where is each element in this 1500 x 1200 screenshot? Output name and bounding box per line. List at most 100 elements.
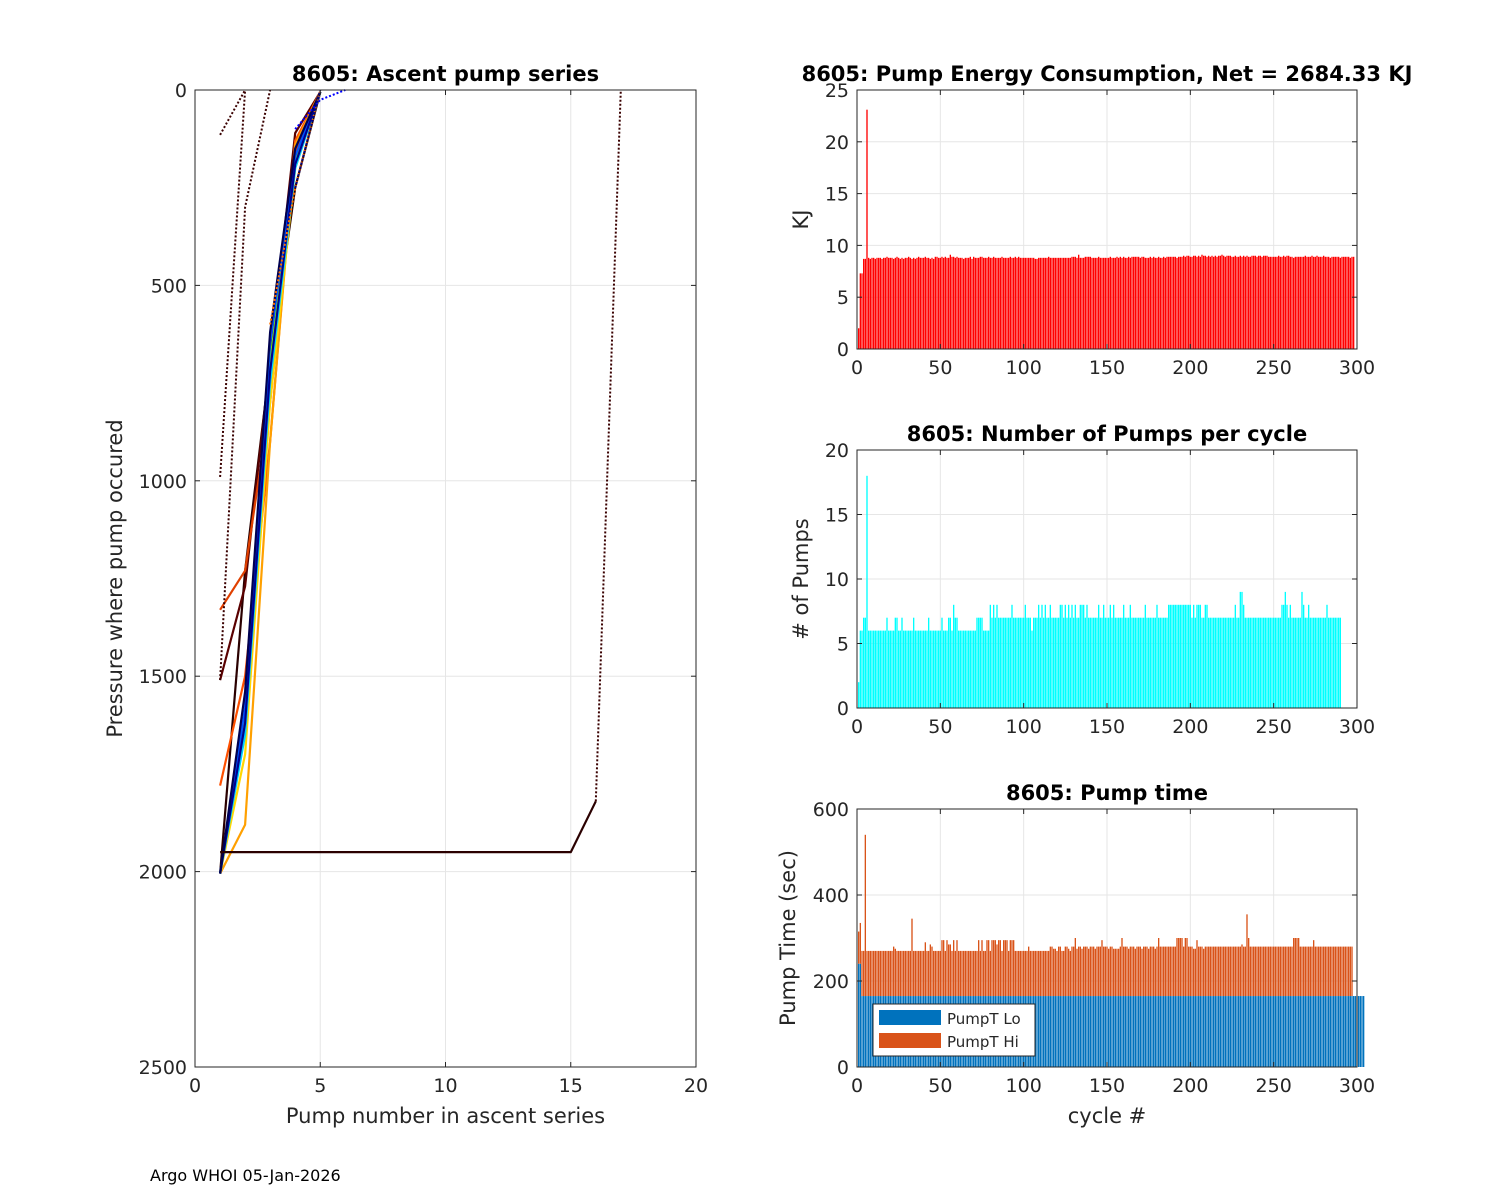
bar-hi <box>1226 946 1228 997</box>
bar <box>1114 617 1116 708</box>
bar <box>929 630 931 708</box>
bar-lo <box>1158 996 1160 1067</box>
bar-hi <box>1194 948 1196 997</box>
x-tick-label: 0 <box>851 357 863 379</box>
bar-lo <box>1076 996 1078 1067</box>
bar-hi <box>869 950 871 997</box>
bar <box>1288 255 1290 349</box>
bar-lo <box>1184 996 1186 1067</box>
x-tick-label: 50 <box>928 357 952 379</box>
bar <box>869 258 871 349</box>
bar-hi <box>979 950 981 997</box>
bar-hi <box>909 950 911 997</box>
bar-lo <box>1181 996 1183 1067</box>
bar-lo <box>1073 996 1075 1067</box>
bar <box>911 258 913 349</box>
bar-hi <box>991 940 993 997</box>
bar-lo <box>1234 996 1236 1067</box>
bar <box>1338 617 1340 708</box>
bar <box>1001 617 1003 708</box>
bar-lo <box>1296 996 1298 1067</box>
bar-hi <box>1116 948 1118 997</box>
bar <box>919 257 921 349</box>
bar <box>1049 604 1051 708</box>
bar-hi <box>1018 950 1020 997</box>
bar <box>1031 257 1033 349</box>
bar <box>944 630 946 708</box>
bar <box>1271 617 1273 708</box>
y-tick-label: 2500 <box>139 1057 187 1079</box>
bar <box>916 257 918 349</box>
bar-hi <box>1271 946 1273 997</box>
bar <box>1088 617 1090 708</box>
bar <box>1316 255 1318 349</box>
bar <box>1101 257 1103 349</box>
y-tick-label: 1500 <box>139 666 187 688</box>
bar-hi <box>1009 940 1011 997</box>
bar <box>908 256 910 349</box>
bar <box>984 257 986 349</box>
bar-hi <box>1308 946 1310 997</box>
bar <box>1333 617 1335 708</box>
bar <box>866 475 868 708</box>
bar-hi <box>921 950 923 997</box>
y-tick-label: 0 <box>837 1057 849 1079</box>
bar <box>1108 257 1110 349</box>
bar-lo <box>1054 996 1056 1067</box>
bar-hi <box>1028 946 1030 997</box>
bar-hi <box>1129 946 1131 997</box>
bar-lo <box>864 996 866 1067</box>
bar-hi <box>1196 940 1198 997</box>
x-tick-label: 100 <box>1006 716 1042 738</box>
bar-hi <box>1303 946 1305 997</box>
bar-hi <box>1151 946 1153 997</box>
bar-lo <box>1319 996 1321 1067</box>
bar <box>916 630 918 708</box>
bar-lo <box>1126 996 1128 1067</box>
bar-hi <box>1323 946 1325 997</box>
bar-hi <box>1124 946 1126 997</box>
bar <box>1208 255 1210 349</box>
bar <box>1218 617 1220 708</box>
series-line-14 <box>219 89 246 136</box>
bar-lo <box>1099 996 1101 1067</box>
bar-lo <box>1156 996 1158 1067</box>
bar <box>1019 257 1021 349</box>
bar-lo <box>1163 996 1165 1067</box>
bar <box>941 256 943 349</box>
bar <box>1293 617 1295 708</box>
bar <box>1173 604 1175 708</box>
bar-hi <box>1256 946 1258 997</box>
bar-lo <box>1094 996 1096 1067</box>
bar-hi <box>1208 946 1210 997</box>
bar-lo <box>1244 996 1246 1067</box>
bar <box>1013 617 1015 708</box>
bar-lo <box>1038 996 1040 1067</box>
series-group <box>219 89 622 875</box>
bar <box>1274 617 1276 708</box>
bar <box>891 257 893 349</box>
bar <box>1206 256 1208 349</box>
bar-hi <box>1089 946 1091 997</box>
bar-hi <box>1136 946 1138 997</box>
bar-hi <box>1279 946 1281 997</box>
bar-lo <box>1064 996 1066 1067</box>
bar <box>1004 257 1006 349</box>
bar <box>939 630 941 708</box>
bar <box>1256 256 1258 349</box>
bar <box>1008 617 1010 708</box>
bar <box>873 257 875 349</box>
bar-hi <box>1111 946 1113 997</box>
bar-hi <box>1118 948 1120 997</box>
bar-hi <box>1336 946 1338 997</box>
bar-lo <box>1208 996 1210 1067</box>
bar <box>889 630 891 708</box>
legend-swatch <box>879 1033 941 1048</box>
bar <box>1333 256 1335 349</box>
bar <box>888 257 890 349</box>
bar-lo <box>1144 996 1146 1067</box>
bar-lo <box>1198 996 1200 1067</box>
bar <box>931 630 933 708</box>
bar <box>1133 617 1135 708</box>
bar <box>923 257 925 349</box>
